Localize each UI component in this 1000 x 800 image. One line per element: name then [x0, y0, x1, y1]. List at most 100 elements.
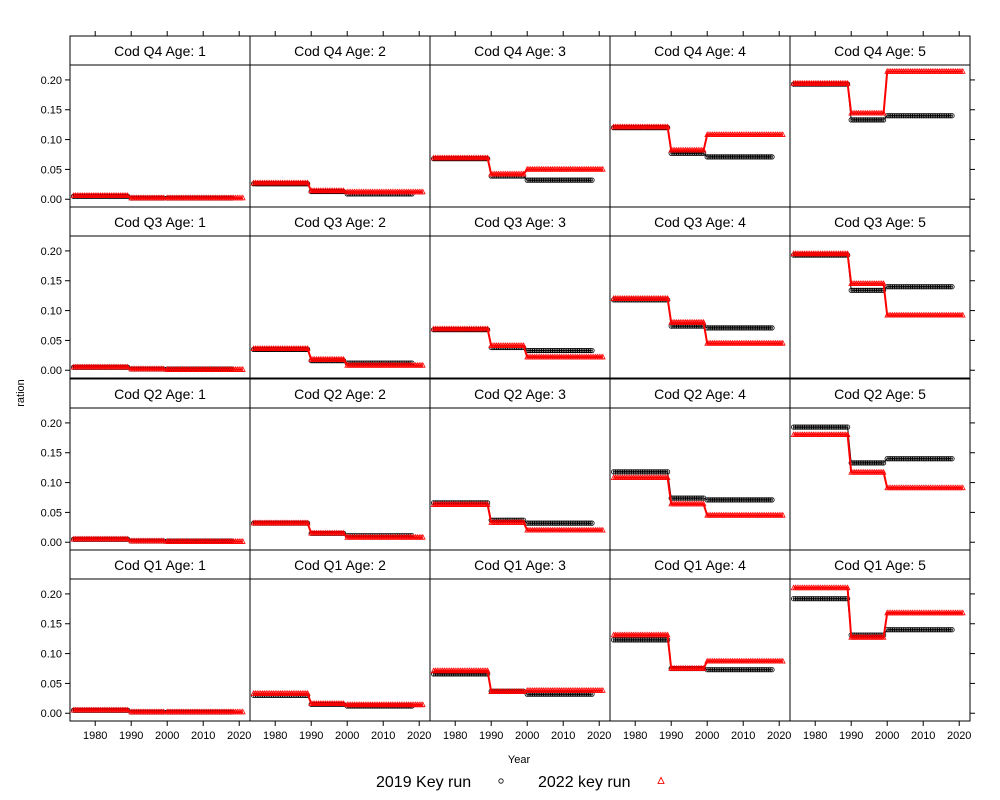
data-point-2019	[681, 495, 687, 501]
data-point-2019	[612, 469, 619, 475]
data-point-2019	[866, 287, 872, 293]
data-point-2022	[844, 250, 851, 257]
data-point-2019	[916, 113, 923, 119]
data-point-2019	[758, 154, 764, 160]
data-point-2019	[621, 469, 628, 475]
data-point-2022	[160, 537, 167, 544]
data-point-2019	[717, 497, 723, 503]
y-tick-label: 0.15	[41, 619, 62, 631]
y-tick-label: 0.10	[41, 649, 62, 661]
data-point-2022	[520, 342, 527, 348]
data-point-2019	[931, 113, 937, 119]
data-point-2022	[340, 355, 347, 362]
y-tick-label: 0.05	[41, 678, 62, 690]
y-tick-label: 0.00	[41, 708, 62, 720]
data-point-2019	[531, 177, 538, 183]
data-point-2019	[717, 667, 723, 673]
data-point-2019	[942, 284, 948, 290]
x-tick-label: 1990	[119, 730, 143, 742]
data-point-2019	[524, 177, 530, 183]
data-point-2019	[695, 495, 701, 501]
data-point-2019	[753, 497, 759, 503]
data-point-2019	[585, 177, 592, 183]
data-point-2019	[632, 637, 638, 643]
data-point-2019	[862, 460, 869, 466]
panel: Cod Q4 Age: 2	[249, 35, 431, 208]
x-tick-label: 2010	[191, 730, 215, 742]
data-point-2022	[664, 474, 671, 481]
panel-strip	[249, 35, 431, 66]
data-point-2019	[924, 627, 930, 633]
data-point-2019	[913, 627, 919, 633]
data-point-2019	[528, 177, 534, 183]
data-point-2019	[589, 520, 595, 526]
data-point-2019	[943, 284, 950, 290]
data-point-2019	[934, 284, 941, 290]
data-point-2019	[528, 347, 534, 354]
data-point-2019	[864, 460, 871, 466]
data-point-2019	[810, 596, 817, 602]
data-point-2019	[623, 469, 629, 475]
panel-strip	[789, 35, 971, 66]
data-point-2019	[835, 596, 842, 602]
data-point-2019	[684, 495, 691, 501]
data-point-2019	[675, 495, 682, 501]
data-point-2019	[886, 113, 892, 119]
data-point-2019	[832, 596, 838, 602]
data-point-2019	[637, 637, 644, 643]
data-point-2019	[920, 627, 926, 633]
data-point-2019	[853, 460, 860, 466]
data-point-2019	[742, 497, 748, 503]
data-point-2022	[419, 701, 426, 708]
panel-frame	[789, 578, 971, 722]
data-point-2019	[765, 154, 772, 160]
data-point-2019	[650, 637, 656, 643]
data-point-2019	[792, 596, 799, 602]
data-point-2019	[855, 117, 862, 123]
data-point-2019	[810, 424, 817, 430]
panel-strip	[789, 378, 971, 409]
data-point-2019	[529, 177, 536, 183]
legend-label-2019: 2019 Key run	[376, 774, 471, 791]
data-point-2019	[929, 113, 935, 119]
data-point-2019	[812, 424, 818, 430]
data-point-2019	[911, 456, 917, 462]
data-point-2019	[731, 667, 737, 673]
data-point-2019	[767, 497, 773, 503]
data-point-2019	[893, 113, 899, 119]
data-point-2019	[740, 325, 746, 331]
data-point-2019	[580, 520, 586, 526]
data-point-2019	[526, 177, 532, 183]
x-tick-label: 2010	[911, 730, 935, 742]
data-point-2019	[625, 469, 631, 475]
y-tick-label: 0.15	[41, 105, 62, 117]
panel-strip	[69, 378, 251, 409]
data-point-2022	[779, 657, 786, 664]
data-point-2022	[599, 353, 606, 360]
data-point-2019	[762, 154, 768, 160]
panel-strip	[609, 549, 791, 580]
data-point-2019	[947, 284, 953, 290]
data-point-2019	[760, 667, 766, 673]
data-point-2019	[861, 117, 867, 123]
data-point-2019	[713, 497, 719, 503]
data-point-2019	[628, 637, 635, 643]
data-point-2022	[304, 345, 311, 351]
panel: Cod Q1 Age: 5	[789, 549, 971, 722]
data-point-2019	[922, 113, 928, 119]
data-point-2019	[852, 287, 858, 293]
x-tick-label: 1990	[479, 730, 503, 742]
data-point-2019	[916, 456, 923, 462]
data-point-2019	[544, 520, 550, 526]
data-point-2019	[704, 497, 710, 503]
data-point-2019	[756, 154, 763, 160]
x-tick-label: 2020	[227, 730, 251, 742]
data-point-2019	[888, 456, 894, 462]
data-point-2019	[756, 497, 763, 503]
panel-title: Cod Q1 Age: 2	[294, 557, 386, 573]
data-point-2019	[549, 520, 556, 526]
legend-marker-2019	[498, 778, 504, 784]
data-point-2019	[929, 456, 935, 462]
data-point-2019	[870, 117, 876, 123]
data-point-2019	[812, 596, 818, 602]
